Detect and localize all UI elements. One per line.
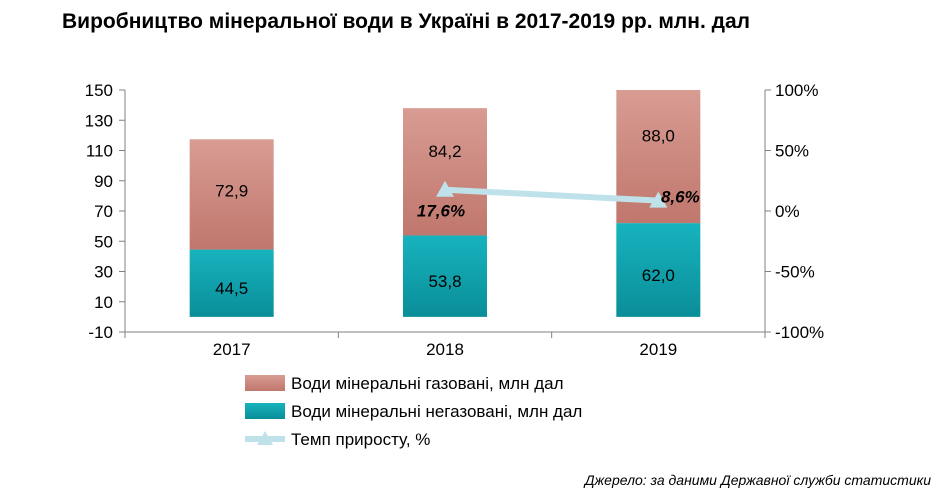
- left-axis-tick-label: 10: [94, 293, 113, 312]
- growth-rate-marker: [649, 191, 668, 208]
- legend-label: Води мінеральні газовані, млн дал: [291, 374, 564, 393]
- left-axis-tick-label: 130: [85, 111, 113, 130]
- legend-label: Темп приросту, %: [291, 430, 430, 449]
- right-axis-tick-label: -100%: [775, 323, 824, 342]
- bar-gas-2018: [403, 108, 487, 236]
- left-axis-tick-label: 70: [94, 202, 113, 221]
- left-axis-tick-label: 90: [94, 172, 113, 191]
- x-axis-tick-label: 2018: [426, 340, 464, 359]
- x-axis-tick-label: 2019: [639, 340, 677, 359]
- data-label-gas: 72,9: [215, 181, 248, 200]
- growth-rate-label: 8,6%: [661, 188, 700, 207]
- x-axis-tick-label: 2017: [213, 340, 251, 359]
- data-label-still: 62,0: [642, 266, 675, 285]
- right-axis-tick-label: 100%: [775, 81, 818, 100]
- legend-swatch-marker: [257, 431, 273, 445]
- legend-swatch: [245, 375, 285, 391]
- left-axis-tick-label: -10: [88, 323, 113, 342]
- data-label-gas: 88,0: [642, 127, 675, 146]
- bar-still-2018: [403, 235, 487, 317]
- growth-rate-line: [442, 186, 662, 204]
- left-axis-tick-label: 110: [86, 142, 113, 161]
- chart-title: Виробництво мінеральної води в Україні в…: [62, 10, 750, 33]
- data-label-still: 44,5: [215, 279, 248, 298]
- left-axis-tick-label: 50: [94, 232, 113, 251]
- right-axis-tick-label: -50%: [775, 263, 815, 282]
- legend-swatch: [245, 403, 285, 419]
- left-axis-tick-label: 150: [85, 81, 113, 100]
- legend-label: Води мінеральні негазовані, млн дал: [291, 402, 582, 421]
- bar-still-2017: [189, 249, 274, 317]
- growth-rate-marker: [436, 180, 454, 197]
- data-label-gas: 84,2: [428, 142, 461, 161]
- data-label-still: 53,8: [428, 272, 461, 291]
- left-axis-tick-label: 30: [94, 263, 113, 282]
- bar-still-2019: [616, 223, 701, 317]
- growth-rate-label: 17,6%: [417, 202, 465, 221]
- source-note: Джерело: за даними Державної служби стат…: [584, 472, 931, 488]
- bar-gas-2017: [189, 139, 274, 250]
- right-axis-tick-label: 0%: [775, 202, 800, 221]
- right-axis-tick-label: 50%: [775, 142, 809, 161]
